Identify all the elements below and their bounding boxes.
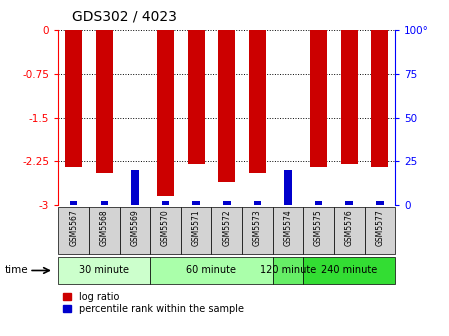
Bar xyxy=(334,207,365,254)
Text: 120 minute: 120 minute xyxy=(260,265,316,276)
Bar xyxy=(192,202,200,205)
Bar xyxy=(376,202,383,205)
Bar xyxy=(249,30,266,173)
Bar xyxy=(157,30,174,196)
Bar xyxy=(70,202,78,205)
Bar xyxy=(58,257,150,284)
Text: 240 minute: 240 minute xyxy=(321,265,377,276)
Bar xyxy=(101,202,108,205)
Bar xyxy=(365,207,395,254)
Text: GSM5571: GSM5571 xyxy=(192,209,201,246)
Text: GSM5572: GSM5572 xyxy=(222,209,231,246)
Text: 60 minute: 60 minute xyxy=(186,265,237,276)
Text: GSM5575: GSM5575 xyxy=(314,209,323,246)
Text: GSM5577: GSM5577 xyxy=(375,209,384,246)
Bar xyxy=(58,207,89,254)
Bar xyxy=(65,30,82,167)
Text: time: time xyxy=(4,265,28,276)
Text: GSM5573: GSM5573 xyxy=(253,209,262,246)
Bar xyxy=(131,170,139,205)
Text: GSM5569: GSM5569 xyxy=(130,209,139,246)
Bar xyxy=(89,207,119,254)
Bar xyxy=(254,202,261,205)
Bar xyxy=(303,207,334,254)
Bar xyxy=(119,207,150,254)
Bar xyxy=(96,30,113,173)
Bar xyxy=(273,257,303,284)
Bar xyxy=(242,207,273,254)
Bar xyxy=(223,202,230,205)
Bar xyxy=(315,202,322,205)
Bar xyxy=(211,207,242,254)
Bar xyxy=(345,202,353,205)
Bar xyxy=(150,207,181,254)
Text: GSM5576: GSM5576 xyxy=(345,209,354,246)
Bar xyxy=(150,257,273,284)
Bar xyxy=(284,170,292,205)
Bar xyxy=(371,30,388,167)
Text: GDS302 / 4023: GDS302 / 4023 xyxy=(72,9,177,24)
Legend: log ratio, percentile rank within the sample: log ratio, percentile rank within the sa… xyxy=(63,292,244,314)
Bar xyxy=(273,207,303,254)
Text: 30 minute: 30 minute xyxy=(79,265,129,276)
Bar xyxy=(218,30,235,182)
Bar xyxy=(303,257,395,284)
Bar xyxy=(310,30,327,167)
Bar xyxy=(181,207,211,254)
Text: GSM5567: GSM5567 xyxy=(69,209,78,246)
Text: GSM5570: GSM5570 xyxy=(161,209,170,246)
Bar xyxy=(341,30,357,164)
Bar xyxy=(188,30,205,164)
Text: GSM5568: GSM5568 xyxy=(100,209,109,246)
Bar xyxy=(162,202,169,205)
Text: GSM5574: GSM5574 xyxy=(283,209,292,246)
